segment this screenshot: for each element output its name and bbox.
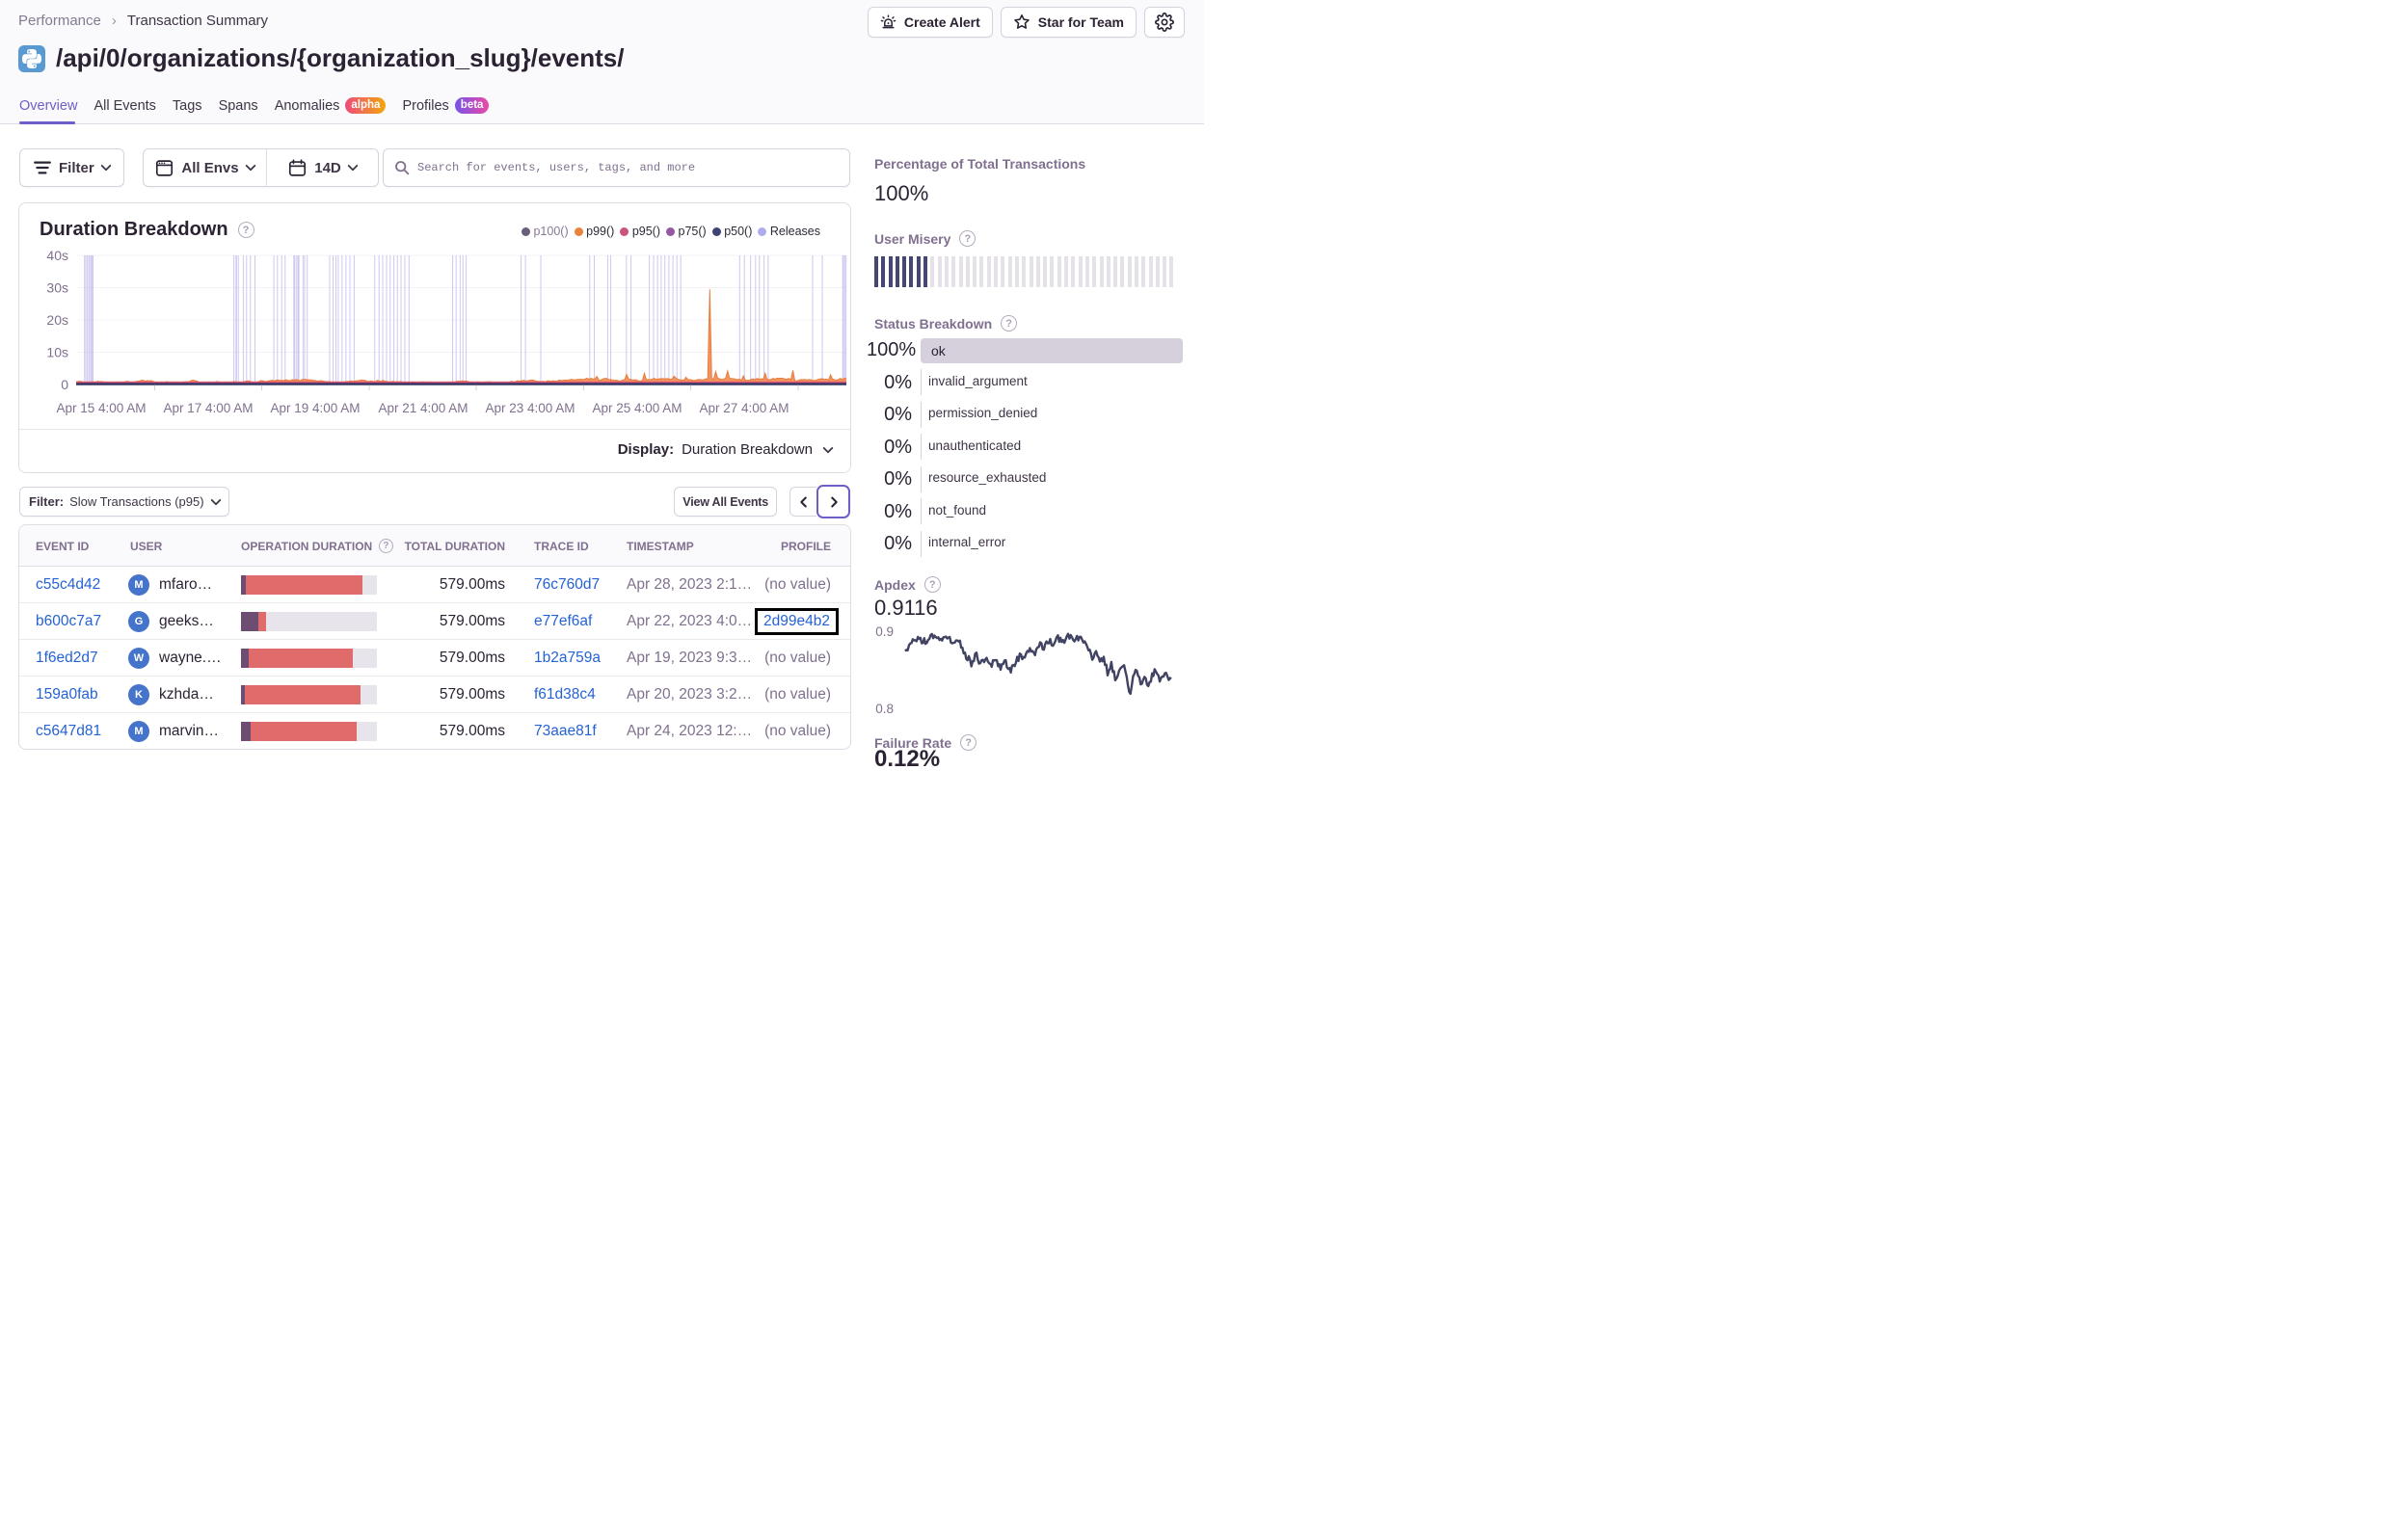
svg-text:Apr 15 4:00 AM: Apr 15 4:00 AM (56, 401, 146, 415)
svg-text:0.8: 0.8 (875, 702, 894, 716)
svg-text:Apr 19 4:00 AM: Apr 19 4:00 AM (270, 401, 360, 415)
svg-text:0.9: 0.9 (875, 624, 894, 639)
svg-text:Apr 25 4:00 AM: Apr 25 4:00 AM (592, 401, 682, 415)
svg-text:0: 0 (61, 377, 68, 392)
svg-text:20s: 20s (46, 312, 68, 328)
svg-text:10s: 10s (46, 345, 68, 360)
svg-text:Apr 27 4:00 AM: Apr 27 4:00 AM (699, 401, 789, 415)
svg-text:40s: 40s (46, 248, 68, 263)
svg-text:30s: 30s (46, 280, 68, 296)
svg-text:Apr 21 4:00 AM: Apr 21 4:00 AM (378, 401, 468, 415)
svg-text:Apr 17 4:00 AM: Apr 17 4:00 AM (163, 401, 253, 415)
svg-text:Apr 23 4:00 AM: Apr 23 4:00 AM (485, 401, 575, 415)
